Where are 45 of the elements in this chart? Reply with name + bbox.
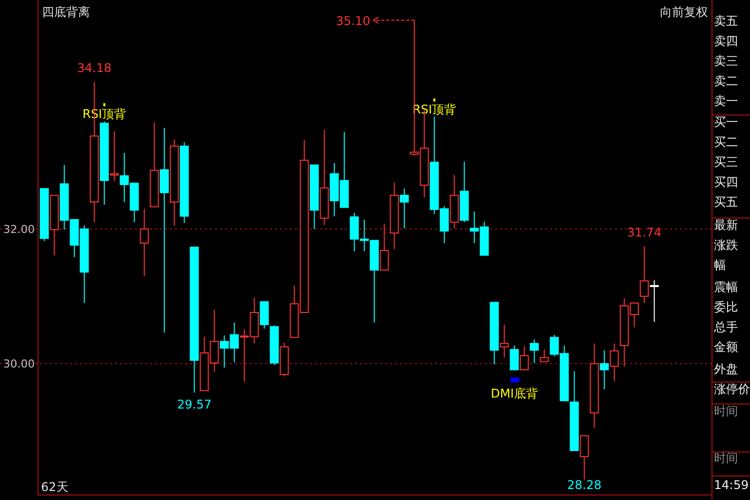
text: 四底背离 [42, 5, 90, 19]
y-tick-label: 30.00 [3, 358, 35, 371]
text: 卖一 [714, 94, 738, 108]
text: 总手 [713, 320, 738, 334]
candlestick [650, 280, 659, 322]
text: 幅 [714, 258, 726, 272]
candlestick [140, 208, 149, 277]
candlestick [450, 174, 459, 229]
text: 最新 [714, 218, 738, 232]
text: 买一 [714, 115, 738, 129]
text: 向前复权 [660, 5, 708, 19]
candlestick [610, 342, 619, 382]
text: 外盘 [714, 362, 738, 376]
text: 买五 [714, 195, 738, 209]
text: 震幅 [714, 280, 738, 294]
text: 委比 [714, 300, 738, 314]
candlestick [110, 130, 119, 182]
annotation: DMI底背 [490, 386, 538, 400]
candlestick [590, 342, 599, 428]
text: 卖五 [714, 14, 738, 28]
text: 卖三 [714, 54, 738, 68]
text: 14:59 [714, 478, 749, 492]
candlestick [390, 182, 399, 250]
annotation: 28.28 [567, 478, 602, 492]
text: 时间 [714, 451, 738, 465]
annotation: 35.10 [336, 14, 370, 28]
candlestick [320, 129, 329, 226]
annotation: 29.57 [177, 398, 212, 412]
annotation: 34.18 [77, 61, 112, 76]
candlestick [400, 188, 409, 229]
text: 买三 [714, 155, 738, 169]
text: 卖二 [714, 74, 738, 88]
annotation: 31.74 [627, 225, 662, 240]
text: 涨停价 [714, 382, 750, 396]
annotation: 62天 [41, 480, 68, 494]
text: 涨跌 [714, 238, 738, 252]
text: 买二 [714, 135, 738, 149]
candlestick [600, 350, 609, 390]
candlestick [500, 324, 509, 358]
text: 卖四 [714, 34, 738, 48]
candlestick [160, 127, 169, 334]
text: 买四 [714, 175, 738, 189]
text: 金额 [714, 340, 738, 354]
y-tick-label: 32.00 [3, 222, 35, 236]
text: 时间 [714, 404, 738, 418]
